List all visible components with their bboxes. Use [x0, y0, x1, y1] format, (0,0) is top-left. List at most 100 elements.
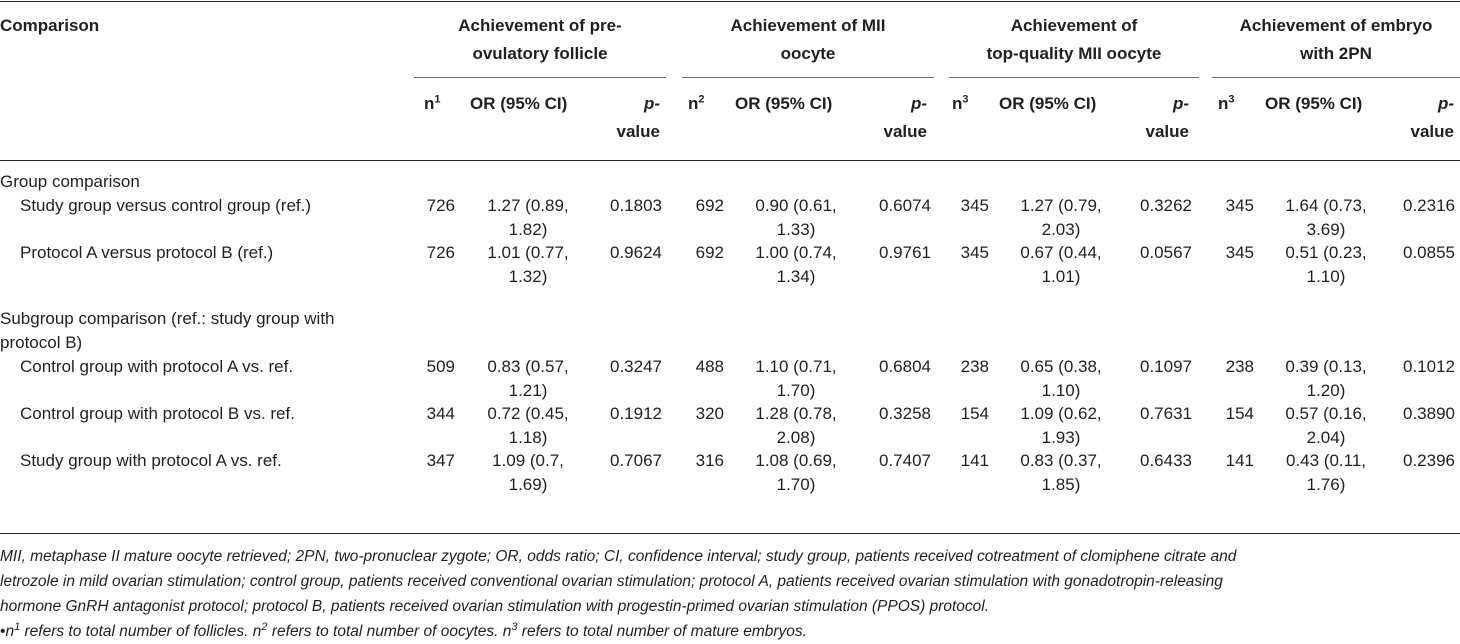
cell-or-ci: 1.08 (0.69, 1.70) — [736, 449, 856, 497]
group-header-line: oocyte — [780, 44, 836, 63]
group-header-mii: Achievement of MII oocyte — [682, 12, 934, 68]
row-label: Control group with protocol B vs. ref. — [20, 404, 295, 423]
or-ci-line: 3.69) — [1306, 220, 1346, 239]
subheader-value: value — [616, 122, 660, 141]
subheader-p: p- — [643, 94, 660, 113]
or-ci-line: 2.08) — [776, 428, 816, 447]
group-header-line: Achievement of MII — [730, 16, 886, 35]
header-bottom-rule — [0, 160, 1460, 161]
or-ci-line: 0.67 (0.44, — [1020, 243, 1102, 262]
subheader-value: value — [1410, 122, 1454, 141]
cell-p-value: 0.9761 — [879, 243, 931, 262]
cell-n: 345 — [960, 243, 989, 262]
cell-p-value: 0.3247 — [610, 357, 662, 376]
cell-or-ci: 1.09 (0.7, 1.69) — [468, 449, 588, 497]
cell-or-ci: 0.65 (0.38, 1.10) — [1001, 355, 1121, 403]
or-ci-line: 1.85) — [1041, 475, 1081, 494]
cell-n: 726 — [426, 196, 455, 215]
cell-n: 154 — [960, 404, 989, 423]
bullet-icon: • — [0, 623, 6, 640]
footnote-n3: n — [502, 623, 512, 640]
cell-p-value: 0.9624 — [610, 243, 662, 262]
or-ci-line: 1.10 (0.71, — [755, 357, 837, 376]
cell-n: 320 — [695, 404, 724, 423]
or-ci-line: 1.01 (0.77, — [487, 243, 569, 262]
cell-or-ci: 0.90 (0.61, 1.33) — [736, 194, 856, 242]
subheader-value: value — [1145, 122, 1189, 141]
cell-or-ci: 0.67 (0.44, 1.01) — [1001, 241, 1121, 289]
cell-p-value: 0.6433 — [1140, 451, 1192, 470]
cell-p-value: 0.1012 — [1403, 357, 1455, 376]
cell-n: 154 — [1225, 404, 1254, 423]
cell-n: 345 — [960, 196, 989, 215]
or-ci-line: 1.20) — [1306, 381, 1346, 400]
subheader-or: OR (95% CI) — [470, 94, 568, 113]
cell-or-ci: 0.72 (0.45, 1.18) — [468, 402, 588, 450]
or-ci-line: 0.39 (0.13, — [1285, 357, 1367, 376]
subheader-n: n1 — [424, 92, 441, 116]
section-group-comparison: Group comparison — [0, 172, 140, 191]
or-ci-line: 1.70) — [776, 475, 816, 494]
cell-or-ci: 0.57 (0.16, 2.04) — [1266, 402, 1386, 450]
or-ci-line: 1.76) — [1306, 475, 1346, 494]
cell-p-value: 0.7631 — [1140, 404, 1192, 423]
or-ci-line: 2.03) — [1041, 220, 1081, 239]
cell-or-ci: 0.51 (0.23, 1.10) — [1266, 241, 1386, 289]
subheader-n: n3 — [952, 92, 969, 116]
footnote-line: MII, metaphase II mature oocyte retrieve… — [0, 548, 1237, 565]
cell-p-value: 0.6804 — [879, 357, 931, 376]
group-underline-3 — [949, 77, 1199, 78]
group-header-line: with 2PN — [1300, 44, 1372, 63]
footnote-n3-sup: 3 — [511, 620, 518, 633]
or-ci-line: 0.57 (0.16, — [1285, 404, 1367, 423]
or-ci-line: 1.70) — [776, 381, 816, 400]
row-label: Study group with protocol A vs. ref. — [20, 451, 282, 470]
cell-or-ci: 1.28 (0.78, 2.08) — [736, 402, 856, 450]
cell-n: 488 — [695, 357, 724, 376]
cell-n: 345 — [1225, 243, 1254, 262]
or-ci-line: 1.64 (0.73, — [1285, 196, 1367, 215]
row-label: Control group with protocol A vs. ref. — [20, 357, 294, 376]
footnote-abbreviations: MII, metaphase II mature oocyte retrieve… — [0, 544, 1460, 644]
group-underline-1 — [414, 77, 666, 78]
footnote-n2-text: refers to total number of oocytes. — [267, 623, 503, 640]
group-underline-2 — [682, 77, 934, 78]
cell-n: 347 — [426, 451, 455, 470]
or-ci-line: 1.09 (0.7, — [492, 451, 564, 470]
cell-p-value: 0.1097 — [1140, 357, 1192, 376]
or-ci-line: 1.10) — [1306, 267, 1346, 286]
or-ci-line: 0.83 (0.57, — [487, 357, 569, 376]
cell-p-value: 0.3258 — [879, 404, 931, 423]
footnote-n1-text: refers to total number of follicles. — [20, 623, 253, 640]
or-ci-line: 0.72 (0.45, — [487, 404, 569, 423]
cell-or-ci: 0.83 (0.37, 1.85) — [1001, 449, 1121, 497]
cell-n: 238 — [960, 357, 989, 376]
or-ci-line: 1.00 (0.74, — [755, 243, 837, 262]
cell-p-value: 0.7067 — [610, 451, 662, 470]
cell-p-value: 0.2316 — [1403, 196, 1455, 215]
or-ci-line: 2.04) — [1306, 428, 1346, 447]
header-comparison: Comparison — [0, 16, 100, 35]
cell-p-value: 0.7407 — [879, 451, 931, 470]
cell-p-value: 0.0855 — [1403, 243, 1455, 262]
group-header-line: ovulatory follicle — [472, 44, 608, 63]
or-ci-line: 0.83 (0.37, — [1020, 451, 1102, 470]
cell-n: 141 — [1225, 451, 1254, 470]
cell-n: 141 — [960, 451, 989, 470]
section-subgroup-comparison: Subgroup comparison (ref.: study group w… — [0, 309, 335, 328]
cell-p-value: 0.0567 — [1140, 243, 1192, 262]
or-ci-line: 1.27 (0.79, — [1020, 196, 1102, 215]
or-ci-line: 1.21) — [508, 381, 548, 400]
or-ci-line: 1.27 (0.89, — [487, 196, 569, 215]
or-ci-line: 1.32) — [508, 267, 548, 286]
cell-p-value: 0.6074 — [879, 196, 931, 215]
or-ci-line: 1.33) — [776, 220, 816, 239]
subheader-p: p- — [1437, 94, 1454, 113]
or-ci-line: 0.90 (0.61, — [755, 196, 837, 215]
cell-p-value: 0.1803 — [610, 196, 662, 215]
group-header-top-quality: Achievement of top-quality MII oocyte — [949, 12, 1199, 68]
group-underline-4 — [1212, 77, 1460, 78]
cell-or-ci: 1.09 (0.62, 1.93) — [1001, 402, 1121, 450]
group-header-line: Achievement of pre- — [458, 16, 622, 35]
